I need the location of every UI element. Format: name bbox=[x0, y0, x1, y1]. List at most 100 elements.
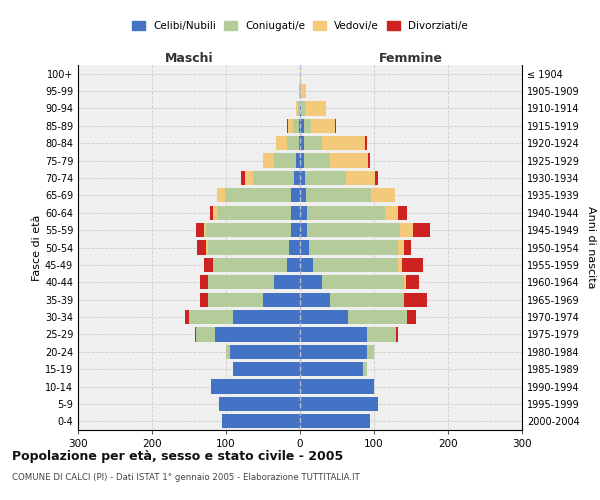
Bar bbox=[307, 206, 385, 220]
Bar bbox=[275, 136, 287, 150]
Bar bbox=[300, 84, 301, 98]
Bar bbox=[217, 188, 224, 202]
Bar bbox=[298, 102, 300, 116]
Bar bbox=[300, 292, 329, 307]
Bar bbox=[400, 223, 413, 237]
Bar bbox=[301, 102, 305, 116]
Bar bbox=[204, 223, 206, 237]
Bar bbox=[189, 310, 233, 324]
Bar bbox=[335, 118, 336, 133]
Bar bbox=[305, 102, 326, 116]
Bar bbox=[299, 84, 300, 98]
Bar bbox=[299, 136, 300, 150]
Bar bbox=[300, 310, 348, 324]
Bar bbox=[322, 275, 404, 289]
Text: Femmine: Femmine bbox=[379, 52, 443, 65]
Bar bbox=[368, 154, 370, 168]
Bar bbox=[300, 154, 304, 168]
Bar bbox=[398, 258, 402, 272]
Bar bbox=[224, 188, 291, 202]
Bar bbox=[211, 380, 300, 394]
Bar bbox=[200, 292, 208, 307]
Bar bbox=[300, 275, 322, 289]
Bar bbox=[304, 136, 322, 150]
Bar bbox=[346, 171, 376, 185]
Bar bbox=[263, 154, 274, 168]
Bar bbox=[300, 136, 304, 150]
Bar bbox=[245, 171, 253, 185]
Bar bbox=[287, 136, 299, 150]
Bar bbox=[305, 171, 346, 185]
Bar bbox=[233, 362, 300, 376]
Bar bbox=[309, 240, 398, 254]
Bar bbox=[300, 258, 313, 272]
Bar bbox=[398, 240, 404, 254]
Text: Popolazione per età, sesso e stato civile - 2005: Popolazione per età, sesso e stato civil… bbox=[12, 450, 343, 463]
Bar bbox=[274, 154, 296, 168]
Bar bbox=[196, 223, 204, 237]
Bar bbox=[376, 171, 378, 185]
Bar bbox=[300, 171, 305, 185]
Bar bbox=[300, 118, 304, 133]
Bar bbox=[299, 118, 300, 133]
Bar bbox=[210, 206, 214, 220]
Legend: Celibi/Nubili, Coniugati/e, Vedovi/e, Divorziati/e: Celibi/Nubili, Coniugati/e, Vedovi/e, Di… bbox=[130, 19, 470, 34]
Y-axis label: Fasce di età: Fasce di età bbox=[32, 214, 42, 280]
Bar bbox=[208, 240, 289, 254]
Bar bbox=[396, 328, 398, 342]
Bar bbox=[406, 275, 419, 289]
Bar bbox=[304, 118, 311, 133]
Bar bbox=[301, 84, 306, 98]
Bar bbox=[404, 240, 411, 254]
Bar bbox=[287, 118, 288, 133]
Bar bbox=[293, 118, 299, 133]
Bar bbox=[274, 275, 300, 289]
Bar bbox=[212, 258, 287, 272]
Bar bbox=[287, 258, 300, 272]
Bar bbox=[413, 223, 430, 237]
Y-axis label: Anni di nascita: Anni di nascita bbox=[586, 206, 596, 289]
Bar bbox=[226, 344, 230, 359]
Bar bbox=[200, 275, 208, 289]
Text: Maschi: Maschi bbox=[164, 52, 214, 65]
Bar bbox=[300, 240, 309, 254]
Bar bbox=[185, 310, 189, 324]
Text: COMUNE DI CALCI (PI) - Dati ISTAT 1° gennaio 2005 - Elaborazione TUTTITALIA.IT: COMUNE DI CALCI (PI) - Dati ISTAT 1° gen… bbox=[12, 472, 360, 482]
Bar bbox=[214, 206, 217, 220]
Bar bbox=[311, 118, 335, 133]
Bar bbox=[404, 292, 427, 307]
Bar bbox=[300, 223, 307, 237]
Bar bbox=[348, 310, 407, 324]
Bar bbox=[204, 258, 212, 272]
Bar bbox=[296, 102, 298, 116]
Bar bbox=[300, 66, 301, 81]
Bar bbox=[300, 380, 374, 394]
Bar bbox=[208, 292, 263, 307]
Bar bbox=[367, 344, 374, 359]
Bar bbox=[215, 328, 300, 342]
Bar bbox=[371, 188, 395, 202]
Bar bbox=[300, 206, 307, 220]
Bar bbox=[329, 292, 404, 307]
Bar bbox=[363, 362, 367, 376]
Bar bbox=[300, 362, 363, 376]
Bar bbox=[300, 414, 370, 428]
Bar bbox=[398, 206, 407, 220]
Bar bbox=[253, 171, 294, 185]
Bar bbox=[197, 240, 206, 254]
Bar bbox=[217, 206, 291, 220]
Bar bbox=[365, 136, 367, 150]
Bar bbox=[300, 328, 367, 342]
Bar bbox=[206, 240, 208, 254]
Bar bbox=[385, 206, 398, 220]
Bar bbox=[263, 292, 300, 307]
Bar bbox=[291, 223, 300, 237]
Bar bbox=[296, 154, 300, 168]
Bar bbox=[230, 344, 300, 359]
Bar bbox=[233, 310, 300, 324]
Bar bbox=[300, 397, 378, 411]
Bar bbox=[300, 102, 301, 116]
Bar bbox=[367, 328, 396, 342]
Bar bbox=[196, 328, 215, 342]
Bar bbox=[329, 154, 368, 168]
